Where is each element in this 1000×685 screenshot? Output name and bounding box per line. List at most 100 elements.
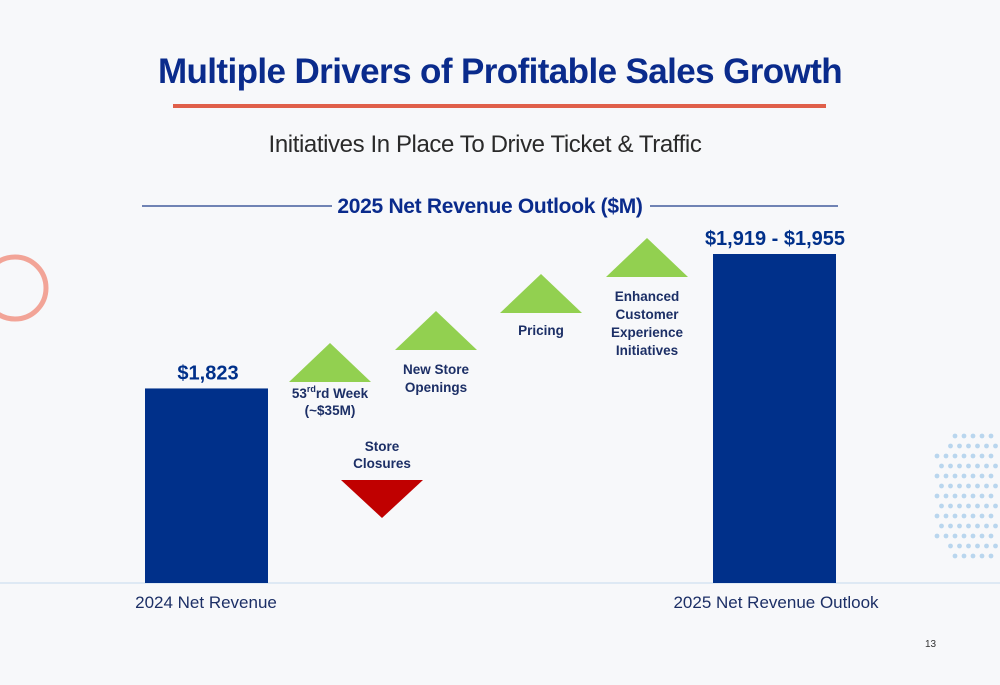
pattern-dot [993, 443, 998, 449]
pattern-dot [957, 463, 962, 469]
pattern-dot [957, 503, 962, 509]
x-tick-2024-net-revenue: 2024 Net Revenue [135, 593, 277, 612]
slide-title: Multiple Drivers of Profitable Sales Gro… [157, 52, 843, 91]
pattern-dot [943, 493, 949, 499]
page-number: 13 [925, 639, 937, 650]
pattern-dot [988, 453, 994, 459]
pattern-dot [957, 543, 962, 549]
pattern-dot [979, 553, 985, 559]
pattern-dot [970, 433, 976, 439]
driver-label-0-line-0: 53rdrd Week [292, 384, 369, 401]
slide-subtitle: Initiatives In Place To Drive Ticket & T… [268, 131, 702, 158]
pattern-dot [984, 483, 989, 489]
pattern-dot [948, 543, 953, 549]
driver-triangle-up-0 [289, 343, 371, 382]
driver-triangle-up-3 [500, 274, 582, 313]
pattern-dot [975, 463, 980, 469]
pattern-dot [948, 443, 953, 449]
pattern-dot [984, 463, 989, 469]
pattern-dot [957, 483, 962, 489]
decorative-dot-pattern [934, 433, 998, 559]
pattern-dot [988, 533, 994, 539]
pattern-dot [934, 513, 940, 519]
pattern-dot [975, 523, 980, 529]
pattern-dot [966, 523, 971, 529]
pattern-dot [993, 523, 998, 529]
pattern-dot [957, 443, 962, 449]
pattern-dot [993, 543, 998, 549]
pattern-dot [970, 493, 976, 499]
pattern-dot [975, 443, 980, 449]
pattern-dot [952, 533, 958, 539]
pattern-dot [961, 453, 967, 459]
pattern-dot [970, 533, 976, 539]
title-underline [173, 104, 826, 108]
pattern-dot [984, 523, 989, 529]
pattern-dot [993, 463, 998, 469]
pattern-dot [970, 513, 976, 519]
pattern-dot [979, 513, 985, 519]
pattern-dot [970, 553, 976, 559]
pattern-dot [939, 523, 944, 529]
x-tick-2025-net-revenue-outlook: 2025 Net Revenue Outlook [673, 593, 879, 612]
pattern-dot [961, 433, 967, 439]
pattern-dot [979, 433, 985, 439]
pattern-dot [966, 443, 971, 449]
driver-label-1-line-1: Closures [353, 456, 411, 471]
pattern-dot [943, 513, 949, 519]
chart-title: 2025 Net Revenue Outlook ($M) [337, 195, 643, 218]
pattern-dot [970, 473, 976, 479]
pattern-dot [988, 433, 994, 439]
driver-label-2-line-0: New Store [403, 362, 470, 377]
pattern-dot [988, 553, 994, 559]
data-label-2025: $1,919 - $1,955 [705, 228, 845, 250]
pattern-dot [952, 553, 958, 559]
pattern-dot [988, 493, 994, 499]
pattern-dot [966, 483, 971, 489]
data-label-2024: $1,823 [177, 362, 238, 384]
driver-triangle-up-2 [395, 311, 477, 350]
driver-label-4-line-1: Customer [615, 307, 679, 322]
pattern-dot [957, 523, 962, 529]
pattern-dot [961, 533, 967, 539]
pattern-dot [979, 493, 985, 499]
pattern-dot [988, 473, 994, 479]
pattern-dot [934, 533, 940, 539]
pattern-dot [939, 483, 944, 489]
pattern-dot [961, 513, 967, 519]
pattern-dot [948, 463, 953, 469]
pattern-dot [939, 463, 944, 469]
pattern-dot [943, 453, 949, 459]
pattern-dot [948, 483, 953, 489]
pattern-dot [952, 493, 958, 499]
pattern-dot [952, 453, 958, 459]
driver-label-1-line-0: Store [365, 439, 400, 454]
pattern-dot [948, 523, 953, 529]
pattern-dot [975, 503, 980, 509]
pattern-dot [984, 443, 989, 449]
pattern-dot [966, 463, 971, 469]
pattern-dot [966, 503, 971, 509]
driver-label-3-line-0: Pricing [518, 323, 564, 338]
pattern-dot [943, 533, 949, 539]
pattern-dot [961, 553, 967, 559]
pattern-dot [952, 473, 958, 479]
pattern-dot [970, 453, 976, 459]
pattern-dot [984, 543, 989, 549]
pattern-dot [993, 483, 998, 489]
pattern-dot [934, 493, 940, 499]
pattern-dot [961, 493, 967, 499]
bar-2025-net-revenue-outlook [713, 254, 836, 583]
bar-2024-net-revenue [145, 388, 268, 583]
pattern-dot [975, 543, 980, 549]
driver-triangle-up-4 [606, 238, 688, 277]
driver-label-4-line-0: Enhanced [615, 289, 680, 304]
pattern-dot [943, 473, 949, 479]
driver-label-0-line-1: (~$35M) [305, 403, 356, 418]
pattern-dot [952, 513, 958, 519]
pattern-dot [934, 473, 940, 479]
pattern-dot [979, 473, 985, 479]
pattern-dot [939, 503, 944, 509]
